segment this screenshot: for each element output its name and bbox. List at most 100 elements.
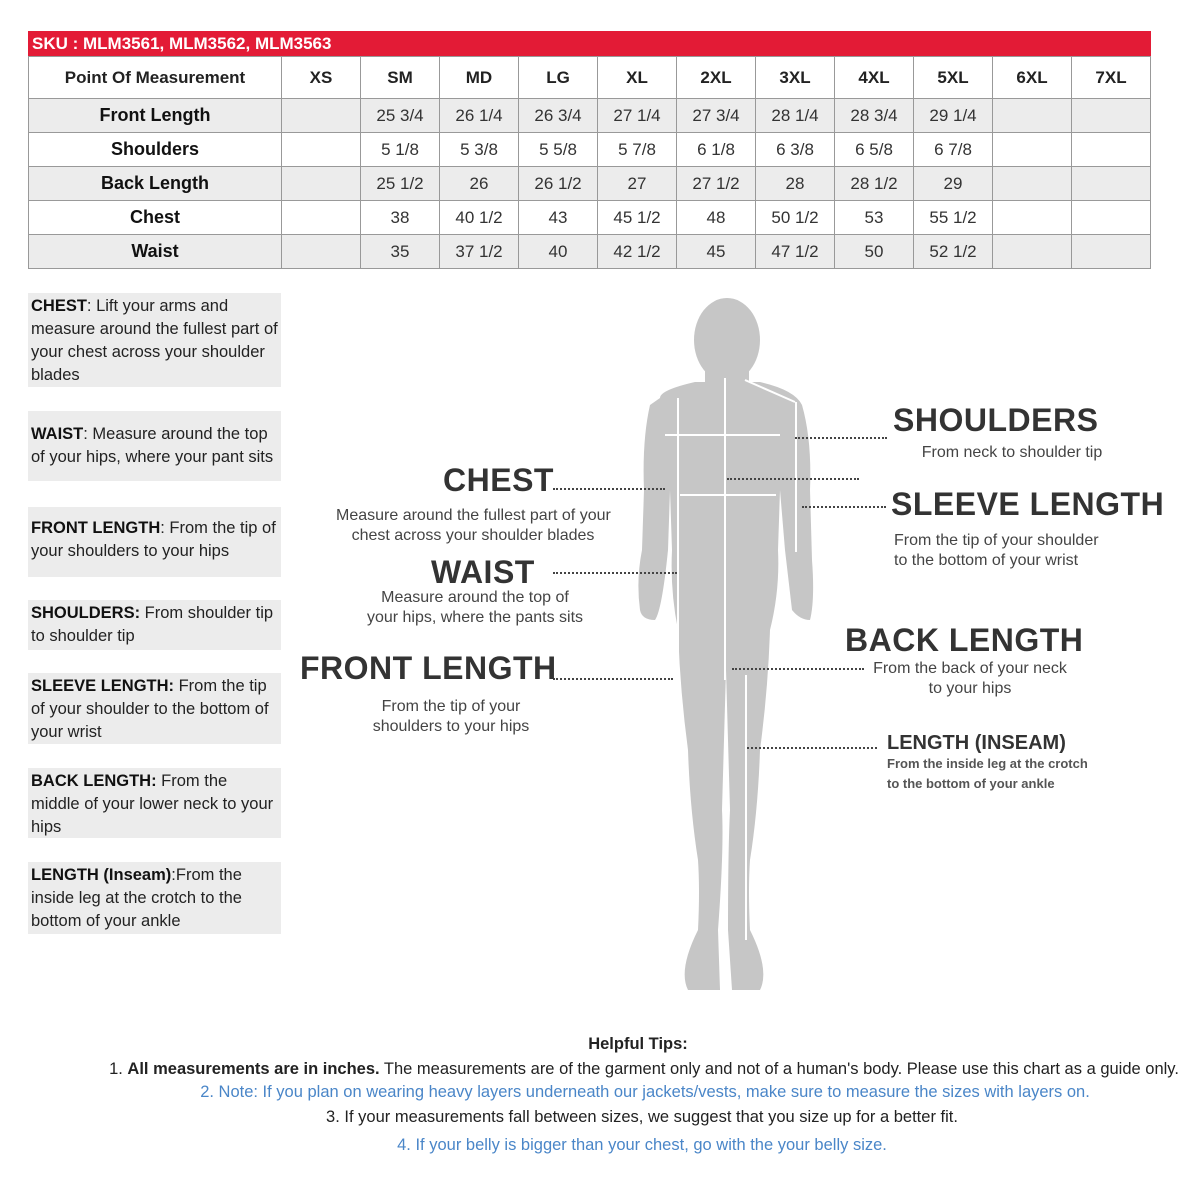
table-cell: 6 5/8: [834, 132, 914, 167]
table-cell: 42 1/2: [597, 234, 677, 269]
chest-desc: Measure around the fullest part of your c…: [336, 507, 611, 544]
size-header: 3XL: [755, 56, 835, 99]
sleeve-length-title: SLEEVE LENGTH: [891, 486, 1165, 522]
guide-text: : Measure around the top of your hips, w…: [31, 425, 274, 466]
table-cell: [1071, 200, 1151, 235]
tip-4: 4. If your belly is bigger than your che…: [397, 1136, 887, 1154]
table-cell: 43: [518, 200, 598, 235]
table-cell: [281, 98, 361, 133]
guide-item: SHOULDERS: From shoulder tip to shoulder…: [28, 600, 281, 650]
table-cell: 5 5/8: [518, 132, 598, 167]
table-cell: 28 1/2: [834, 166, 914, 201]
shoulders-desc: From neck to shoulder tip: [921, 444, 1103, 461]
chest-pointer: [553, 488, 665, 490]
table-cell: [992, 166, 1072, 201]
size-header: MD: [439, 56, 519, 99]
back-length-title: BACK LENGTH: [845, 622, 1084, 658]
guide-text: From shoulder tip to shoulder tip: [31, 604, 274, 645]
table-row: Shoulders 5 1/8 5 3/8 5 5/8 5 7/8 6 1/8 6 3/8 6…: [28, 132, 1151, 167]
size-header: XS: [281, 56, 361, 99]
guide-term: CHEST: [31, 297, 87, 315]
sku-header: SKU : MLM3561, MLM3562, MLM3563: [28, 31, 1151, 56]
guide-text: From the middle of your lower neck to yo…: [31, 772, 274, 836]
guide-text: : From the tip of your shoulders to your…: [31, 519, 276, 560]
table-cell: 52 1/2: [913, 234, 993, 269]
table-cell: 35: [360, 234, 440, 269]
guide-term: BACK LENGTH:: [31, 772, 157, 790]
tip-2: 2. Note: If you plan on wearing heavy la…: [200, 1083, 1090, 1101]
guide-item: FRONT LENGTH: From the tip of your shoul…: [28, 507, 281, 577]
row-label: Waist: [28, 234, 282, 269]
table-row: Front Length 25 3/4 26 1/4 26 3/4 27 1/4 27 3…: [28, 98, 1151, 133]
size-header: 4XL: [834, 56, 914, 99]
size-header: SM: [360, 56, 440, 99]
back-length-desc: From the back of your neck to your hips: [873, 660, 1067, 697]
table-cell: 27: [597, 166, 677, 201]
measurement-header: Point Of Measurement: [28, 56, 282, 99]
guide-text: : Lift your arms and measure around the …: [31, 297, 278, 384]
inseam-desc: From the inside leg at the crotch to the …: [887, 756, 1088, 791]
table-cell: 5 1/8: [360, 132, 440, 167]
table-cell: 6 1/8: [676, 132, 756, 167]
guide-item: BACK LENGTH: From the middle of your low…: [28, 768, 281, 838]
table-cell: 27 1/4: [597, 98, 677, 133]
body-silhouette: [638, 298, 814, 990]
table-cell: 26 3/4: [518, 98, 598, 133]
table-cell: 6 3/8: [755, 132, 835, 167]
size-header: LG: [518, 56, 598, 99]
table-cell: 26: [439, 166, 519, 201]
waist-pointer: [553, 572, 677, 574]
table-cell: [1071, 234, 1151, 269]
tips-title: Helpful Tips:: [588, 1035, 688, 1053]
back-length-pointer: [732, 668, 864, 670]
silhouette-icon: [638, 298, 814, 990]
table-cell: 40 1/2: [439, 200, 519, 235]
front-length-pointer: [553, 678, 673, 680]
table-row: Waist 35 37 1/2 40 42 1/2 45 47 1/2 50 52 1/2: [28, 234, 1151, 269]
table-cell: 5 7/8: [597, 132, 677, 167]
table-cell: 50: [834, 234, 914, 269]
table-cell: 47 1/2: [755, 234, 835, 269]
table-cell: 6 7/8: [913, 132, 993, 167]
mid-pointer: [727, 478, 859, 480]
shoulders-pointer: [795, 437, 887, 439]
row-label: Shoulders: [28, 132, 282, 167]
table-cell: 5 3/8: [439, 132, 519, 167]
size-header: 7XL: [1071, 56, 1151, 99]
front-length-title: FRONT LENGTH: [300, 650, 557, 686]
table-cell: 25 1/2: [360, 166, 440, 201]
table-cell: [992, 98, 1072, 133]
table-cell: 40: [518, 234, 598, 269]
table-cell: 28: [755, 166, 835, 201]
front-length-desc: From the tip of your shoulders to your hi…: [372, 698, 530, 735]
table-cell: [281, 234, 361, 269]
shoulders-title: SHOULDERS: [893, 402, 1099, 438]
table-cell: 37 1/2: [439, 234, 519, 269]
guide-text: :From the inside leg at the crotch to th…: [31, 866, 242, 930]
table-cell: [1071, 98, 1151, 133]
table-cell: 48: [676, 200, 756, 235]
guide-term: FRONT LENGTH: [31, 519, 161, 537]
table-cell: 55 1/2: [913, 200, 993, 235]
table-cell: 45: [676, 234, 756, 269]
table-cell: [1071, 166, 1151, 201]
guide-item: LENGTH (Inseam):From the inside leg at t…: [28, 862, 281, 934]
table-cell: [281, 132, 361, 167]
table-cell: 27 1/2: [676, 166, 756, 201]
table-cell: [281, 200, 361, 235]
size-header: 6XL: [992, 56, 1072, 99]
row-label: Chest: [28, 200, 282, 235]
guide-term: SLEEVE LENGTH:: [31, 677, 175, 695]
table-cell: 26 1/2: [518, 166, 598, 201]
table-row: Chest 38 40 1/2 43 45 1/2 48 50 1/2 53 55 1/2: [28, 200, 1151, 235]
sleeve-length-desc: From the tip of your shoulder to the bott…: [894, 532, 1099, 569]
table-cell: 26 1/4: [439, 98, 519, 133]
table-cell: 28 1/4: [755, 98, 835, 133]
size-header: 5XL: [913, 56, 993, 99]
inseam-pointer: [747, 747, 877, 749]
table-cell: 53: [834, 200, 914, 235]
size-chart-table: Point Of Measurement XS SM MD LG XL 2XL 3XL 4XL 5…: [28, 56, 1151, 269]
size-header: 2XL: [676, 56, 756, 99]
table-cell: 29: [913, 166, 993, 201]
table-cell: 29 1/4: [913, 98, 993, 133]
